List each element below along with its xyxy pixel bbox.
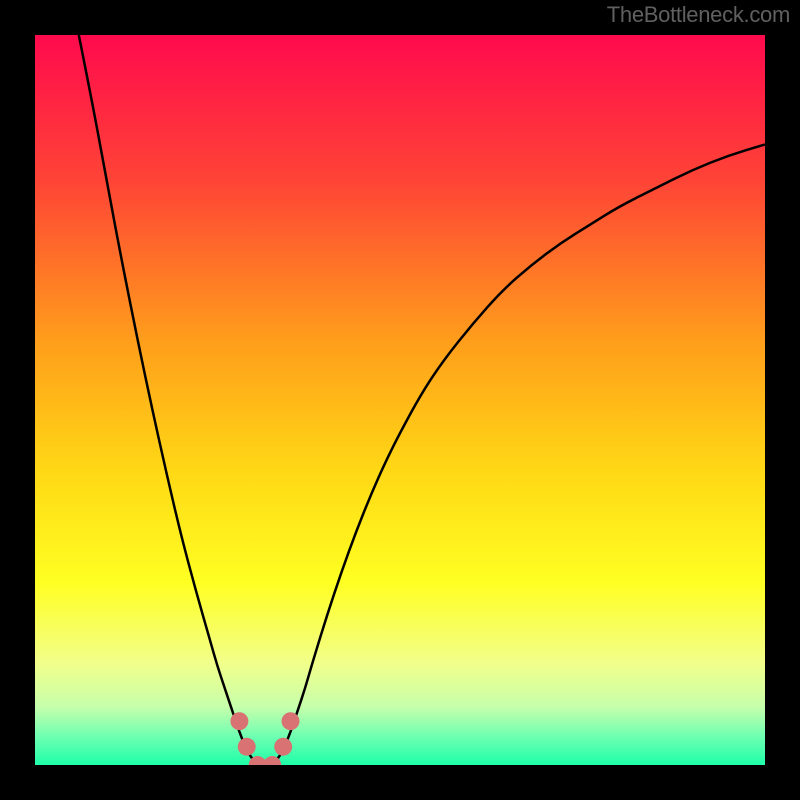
curve-marker [238,738,256,756]
curve-marker [274,738,292,756]
curve-marker [230,712,248,730]
bottleneck-curve [79,35,765,765]
chart-curve-layer [35,35,765,765]
plot-area [35,35,765,765]
watermark: TheBottleneck.com [607,2,790,28]
curve-marker [282,712,300,730]
